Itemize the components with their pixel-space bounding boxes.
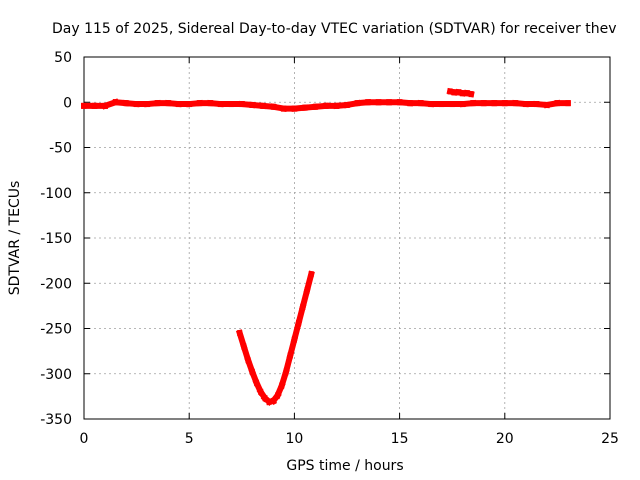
x-tick-label: 10 (285, 431, 303, 447)
x-tick-label: 25 (601, 431, 619, 447)
y-tick-label: -250 (40, 322, 72, 338)
data-point (468, 91, 474, 98)
data-point (565, 100, 571, 107)
y-axis-ticks: 50 0 -50 -100 -150 -200 -250 -300 -350 (40, 50, 610, 428)
data-point (308, 271, 314, 278)
x-axis-ticks: 0 5 10 15 20 25 (80, 57, 619, 447)
y-tick-label: -50 (49, 141, 72, 157)
y-tick-label: 50 (54, 50, 72, 66)
plot-frame (83, 56, 611, 420)
y-tick-label: -150 (40, 231, 72, 247)
x-tick-label: 5 (185, 431, 194, 447)
x-tick-label: 15 (391, 431, 409, 447)
grid (84, 57, 610, 419)
series-upper-segment (446, 87, 475, 98)
y-axis-label: SDTVAR / TECUs (7, 181, 23, 296)
x-axis-label: GPS time / hours (286, 458, 403, 474)
data-points (81, 87, 571, 407)
chart-title: Day 115 of 2025, Sidereal Day-to-day VTE… (52, 21, 616, 37)
y-tick-label: -200 (40, 276, 72, 292)
series-main-trace (81, 98, 571, 113)
y-tick-label: -100 (40, 186, 72, 202)
x-tick-label: 0 (80, 431, 89, 447)
y-tick-label: 0 (63, 95, 72, 111)
series-dip-segment (235, 270, 315, 407)
y-tick-label: -300 (40, 367, 72, 383)
y-tick-label: -350 (40, 412, 72, 428)
x-tick-label: 20 (496, 431, 514, 447)
